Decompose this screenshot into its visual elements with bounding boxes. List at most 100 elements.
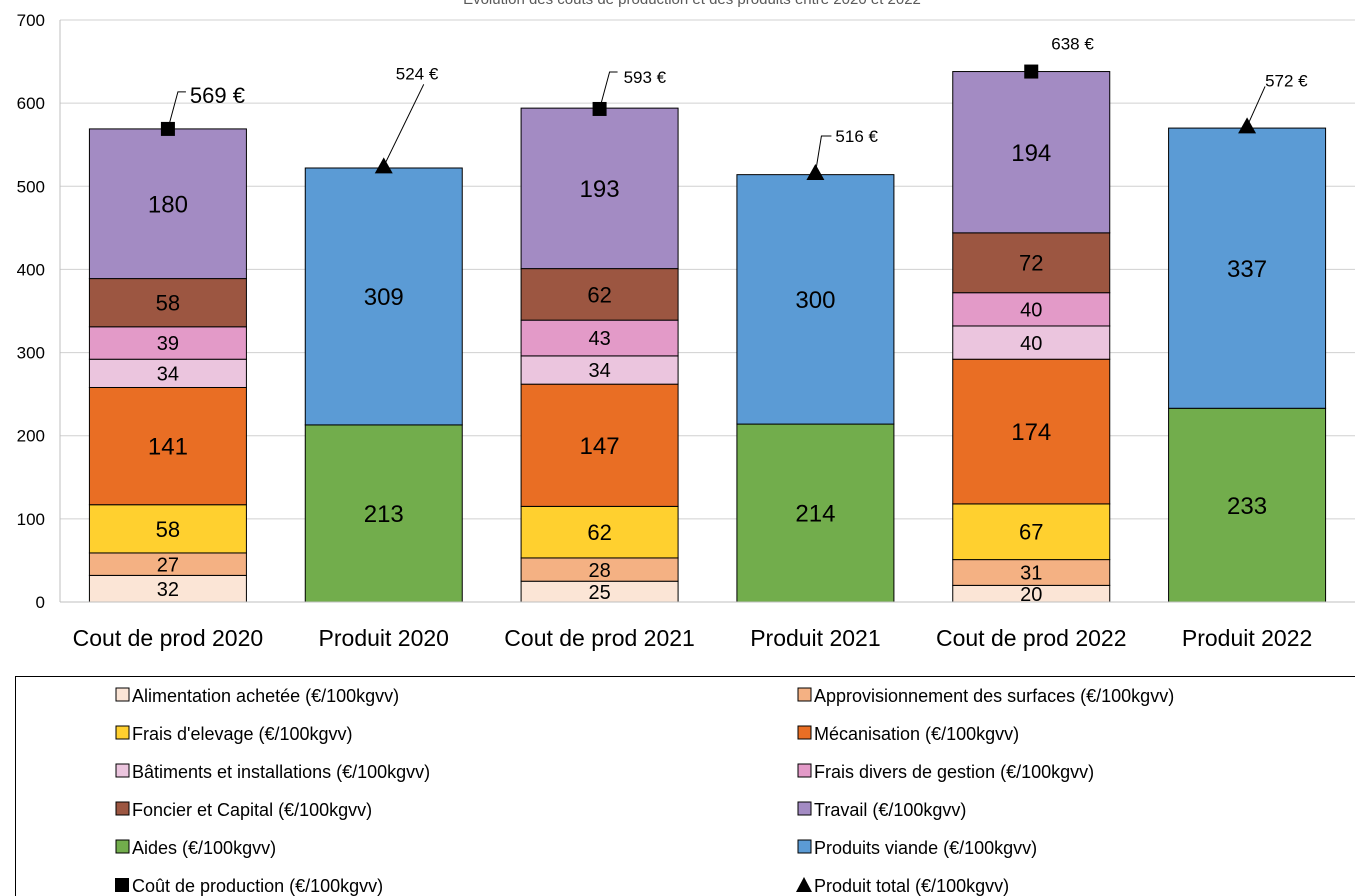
bar-frais-divers-de-gestion — [88, 326, 247, 360]
y-tick-label: 100 — [17, 510, 45, 529]
bar-aides — [736, 423, 895, 603]
legend-label: Foncier et Capital (€/100kgvv) — [132, 800, 372, 820]
bar-produits-viande — [1168, 127, 1327, 409]
x-tick-label: Cout de prod 2020 — [73, 625, 264, 651]
data-label: 40 — [1020, 333, 1042, 355]
legend-label: Approvisionnement des surfaces (€/100kgv… — [814, 686, 1174, 706]
total-label: 638 € — [1051, 35, 1094, 54]
data-label: 32 — [157, 579, 179, 601]
legend-label: Produit total (€/100kgvv) — [814, 876, 1009, 896]
x-tick-label: Cout de prod 2022 — [936, 625, 1127, 651]
bar-travail — [520, 107, 679, 270]
bar-aides — [1168, 407, 1327, 603]
data-label: 25 — [588, 582, 610, 604]
bar-batiments-et-installations — [520, 355, 679, 385]
legend-triangle-icon — [796, 877, 812, 892]
data-label: 300 — [795, 287, 835, 314]
data-label: 147 — [580, 433, 620, 460]
data-label: 28 — [588, 560, 610, 582]
data-label: 34 — [157, 364, 179, 386]
data-label: 309 — [364, 284, 404, 311]
x-tick-label: Produit 2021 — [750, 625, 880, 651]
legend-label: Produits viande (€/100kgvv) — [814, 838, 1037, 858]
legend-swatch — [115, 687, 130, 702]
data-label: 43 — [588, 328, 610, 350]
bar-frais-divers-de-gestion — [952, 292, 1111, 327]
data-label: 62 — [587, 520, 611, 545]
total-marker — [806, 163, 825, 180]
cost-marker — [592, 101, 607, 116]
y-tick-label: 200 — [17, 427, 45, 446]
y-tick-label: 600 — [17, 94, 45, 113]
legend-box — [15, 676, 1355, 896]
bar-frais-d-elevage — [952, 503, 1111, 561]
legend-swatch — [115, 763, 130, 778]
data-label: 20 — [1020, 584, 1042, 606]
total-label: 516 € — [835, 127, 878, 146]
total-marker — [1238, 117, 1257, 134]
legend-swatch — [797, 839, 812, 854]
data-label: 194 — [1011, 140, 1051, 167]
cost-marker — [1024, 64, 1039, 79]
y-tick-label: 400 — [17, 260, 45, 279]
bar-produits-viande — [736, 174, 895, 425]
leader-line — [599, 71, 618, 110]
legend-square-icon — [115, 878, 129, 892]
bar-frais-d-elevage — [88, 504, 247, 554]
data-label: 141 — [148, 434, 188, 461]
leader-line — [167, 91, 186, 130]
bar-travail — [952, 71, 1111, 234]
legend-label: Coût de production (€/100kgvv) — [132, 876, 383, 896]
legend-label: Frais divers de gestion (€/100kgvv) — [814, 762, 1094, 782]
bar-aides — [304, 424, 463, 603]
legend-swatch — [115, 839, 130, 854]
bar-produits-viande — [304, 167, 463, 426]
legend-swatch — [797, 687, 812, 702]
y-tick-label: 500 — [17, 177, 45, 196]
total-marker — [374, 157, 393, 174]
leader-line — [814, 135, 832, 174]
cost-marker — [160, 121, 175, 136]
bar-batiments-et-installations — [952, 325, 1111, 360]
data-label: 233 — [1227, 493, 1267, 520]
data-label: 62 — [587, 282, 611, 307]
data-label: 193 — [580, 176, 620, 203]
data-label: 214 — [795, 501, 835, 528]
total-label: 524 € — [396, 64, 439, 83]
data-label: 34 — [588, 360, 610, 382]
bar-mecanisation — [88, 386, 247, 506]
data-label: 40 — [1020, 300, 1042, 322]
data-label: 213 — [364, 501, 404, 528]
chart-title: Evolution des couts de production et des… — [463, 0, 921, 8]
bar-frais-d-elevage — [520, 505, 679, 559]
data-label: 174 — [1011, 419, 1051, 446]
legend-swatch — [797, 763, 812, 778]
data-label: 31 — [1020, 563, 1042, 585]
bar-mecanisation — [952, 358, 1111, 505]
data-label: 72 — [1019, 251, 1043, 276]
legend-swatch — [797, 801, 812, 816]
legend-label: Travail (€/100kgvv) — [814, 800, 966, 820]
y-tick-label: 300 — [17, 344, 45, 363]
legend-swatch — [115, 725, 130, 740]
legend-label: Bâtiments et installations (€/100kgvv) — [132, 762, 430, 782]
y-tick-label: 700 — [17, 11, 45, 30]
bar-foncier-et-capital — [520, 268, 679, 321]
legend-label: Aides (€/100kgvv) — [132, 838, 276, 858]
leader-line — [383, 84, 425, 167]
total-label: 569 € — [190, 83, 245, 108]
data-label: 180 — [148, 191, 188, 218]
leader-line — [1246, 86, 1266, 127]
x-tick-label: Produit 2022 — [1182, 625, 1312, 651]
legend-swatch — [115, 801, 130, 816]
bar-frais-divers-de-gestion — [520, 319, 679, 357]
total-label: 593 € — [624, 68, 667, 87]
data-label: 58 — [156, 517, 180, 542]
data-label: 67 — [1019, 520, 1043, 545]
legend-label: Mécanisation (€/100kgvv) — [814, 724, 1019, 744]
bar-travail — [88, 128, 247, 280]
data-label: 58 — [156, 291, 180, 316]
x-tick-label: Cout de prod 2021 — [504, 625, 695, 651]
